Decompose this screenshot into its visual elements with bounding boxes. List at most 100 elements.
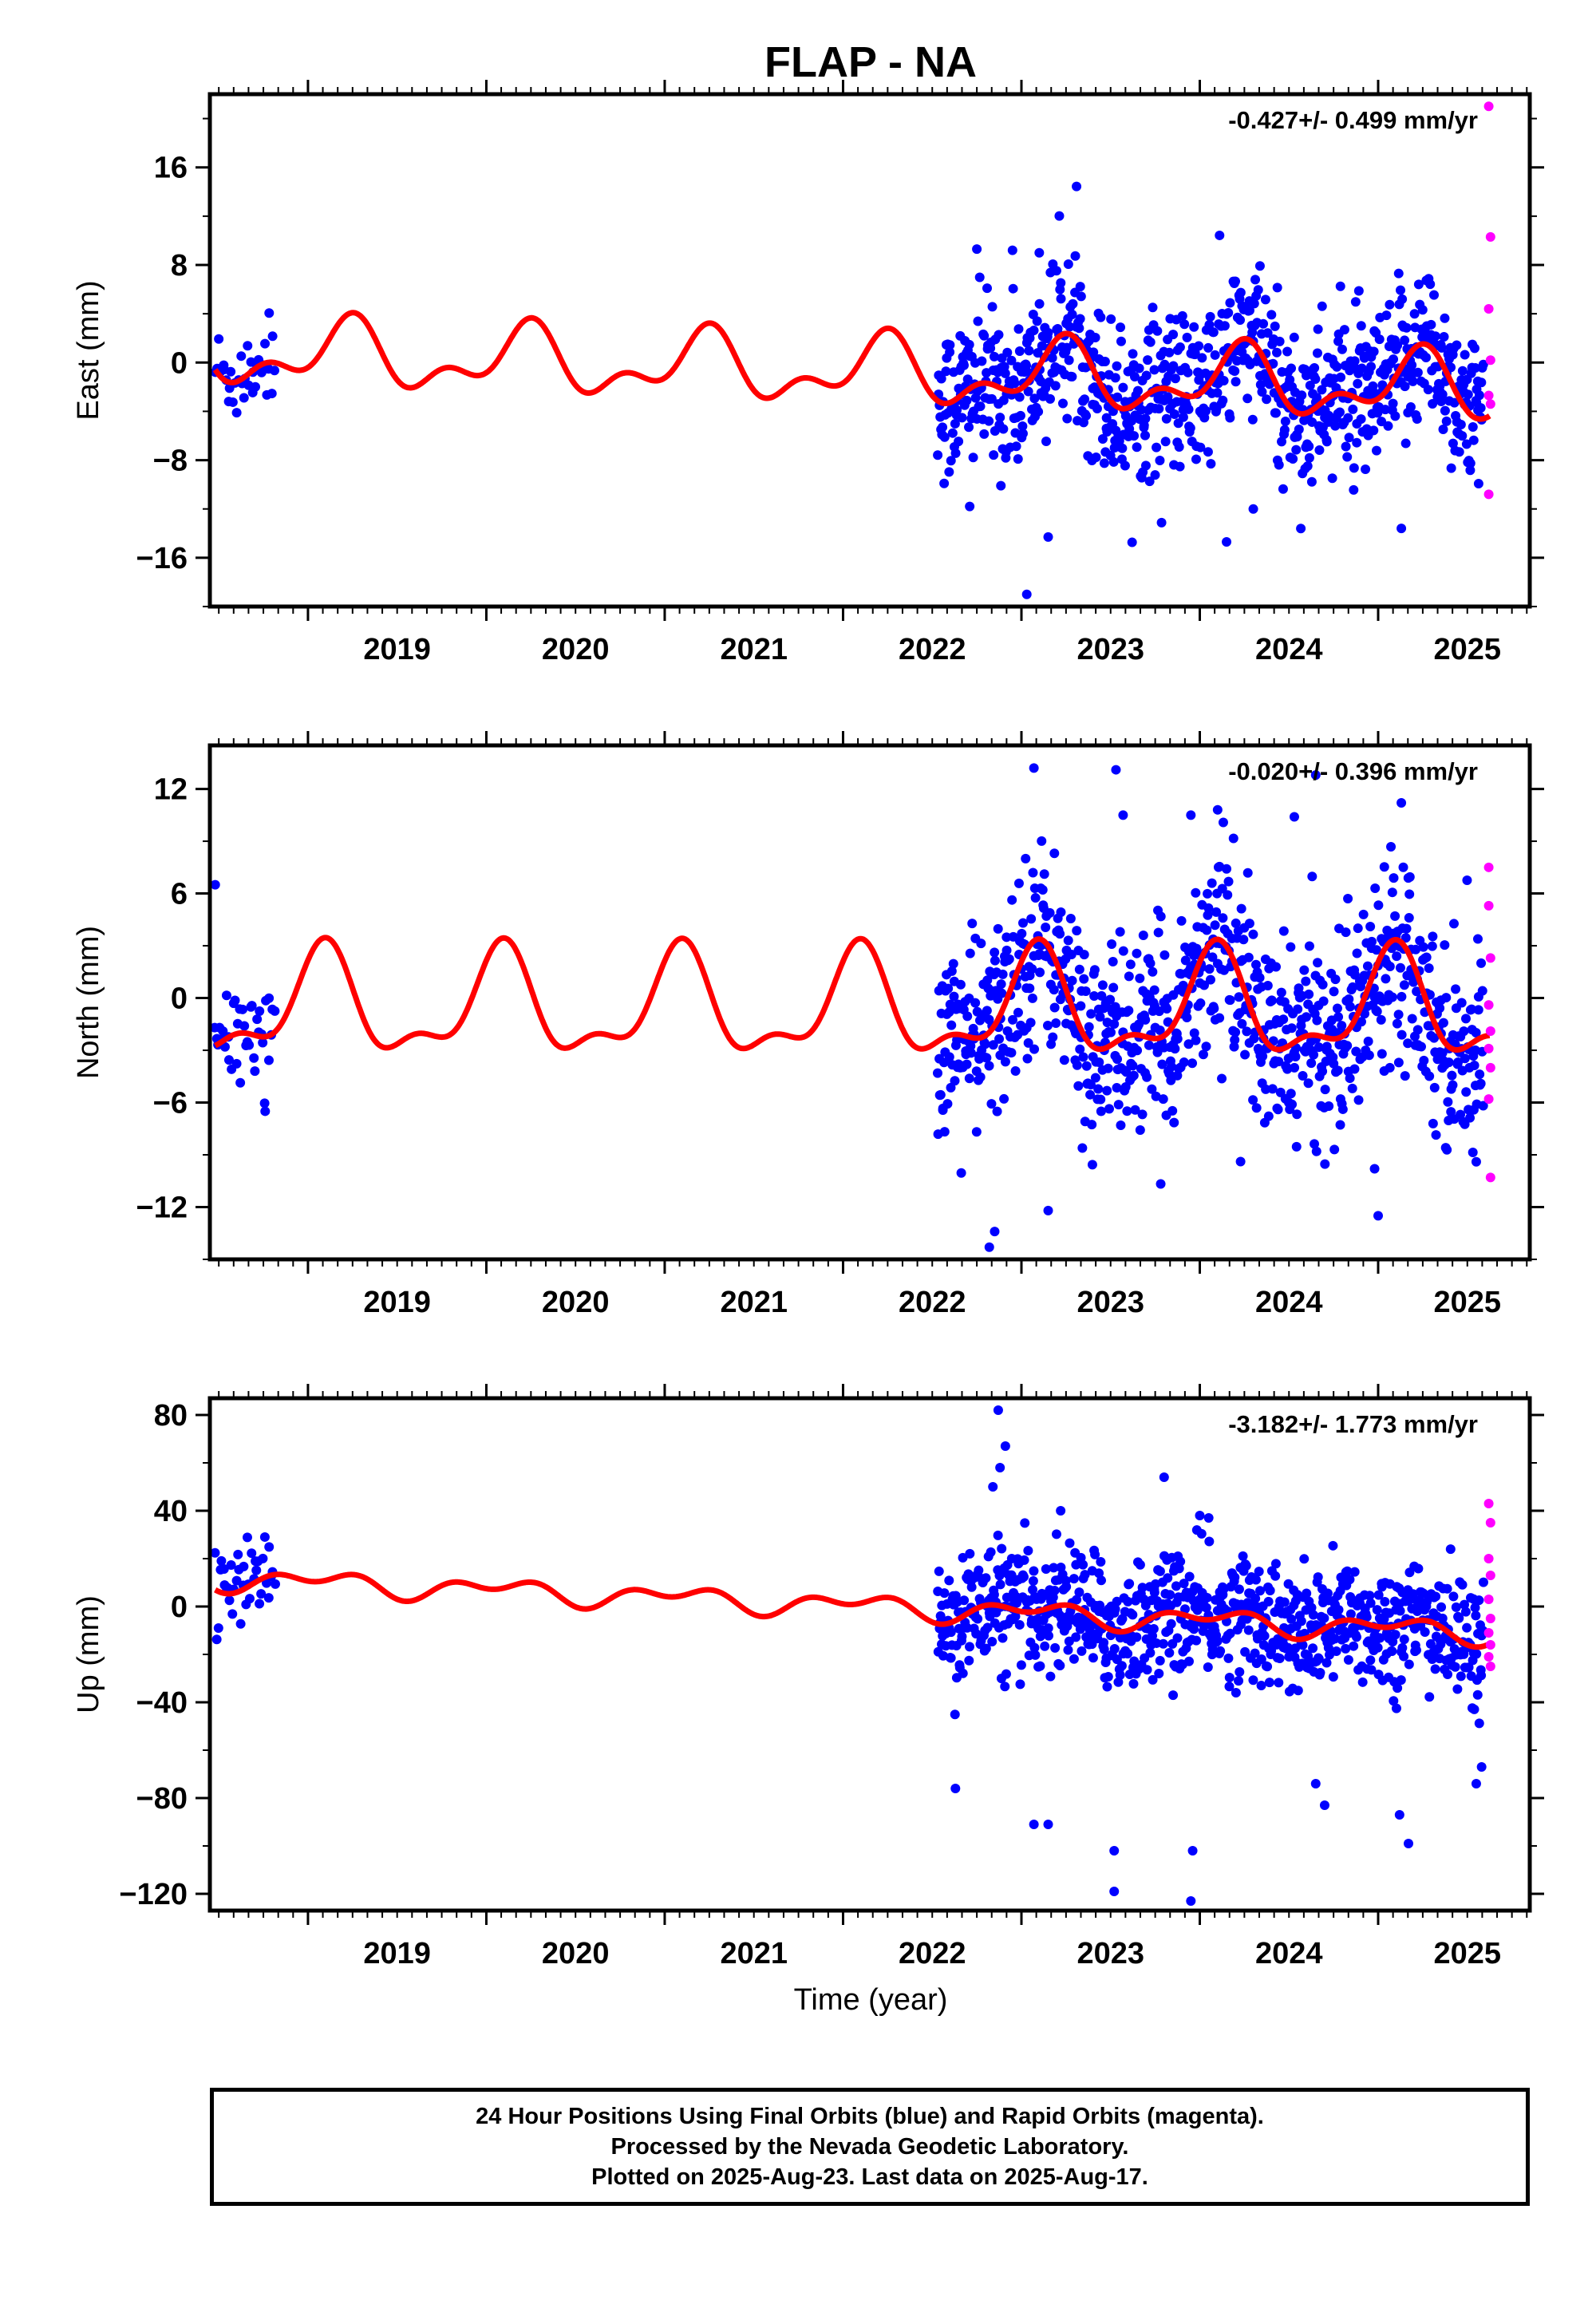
final-point xyxy=(1357,363,1367,373)
final-point xyxy=(1403,1038,1413,1049)
final-point xyxy=(1136,405,1147,415)
final-point xyxy=(1228,833,1238,844)
final-point-outlier xyxy=(990,1227,1000,1237)
final-point xyxy=(1427,941,1437,951)
final-point xyxy=(962,1011,973,1022)
final-point xyxy=(1348,982,1358,992)
final-point-outlier xyxy=(1029,763,1039,773)
final-point xyxy=(1089,965,1100,975)
final-point xyxy=(1112,1596,1122,1607)
final-point xyxy=(1304,441,1314,452)
final-point xyxy=(226,1559,236,1570)
final-point xyxy=(270,1006,280,1016)
final-point xyxy=(1069,1654,1079,1664)
final-point xyxy=(1011,441,1021,452)
final-point xyxy=(1278,484,1288,494)
final-point xyxy=(1259,1630,1270,1641)
final-point xyxy=(1237,1018,1247,1029)
final-point xyxy=(211,1634,222,1645)
final-point xyxy=(1075,314,1085,324)
final-point xyxy=(1267,1084,1278,1094)
final-point xyxy=(1021,361,1032,371)
final-point xyxy=(1041,923,1051,933)
final-point xyxy=(1093,1084,1104,1094)
final-point xyxy=(214,334,224,344)
final-point xyxy=(1076,291,1086,302)
final-point xyxy=(1451,1602,1461,1612)
final-point xyxy=(1123,1649,1133,1659)
final-point xyxy=(1176,915,1187,926)
final-point xyxy=(1370,883,1381,893)
final-point xyxy=(1231,918,1241,928)
final-point xyxy=(1205,974,1215,985)
final-point xyxy=(1390,911,1400,921)
final-point xyxy=(1288,453,1298,464)
final-point xyxy=(964,339,974,350)
final-point xyxy=(1428,931,1438,942)
final-point xyxy=(1027,993,1037,1003)
final-point xyxy=(1167,1105,1178,1116)
final-point-outlier xyxy=(1396,524,1407,534)
rapid-point xyxy=(1483,1595,1494,1604)
final-point xyxy=(1398,862,1408,872)
final-point xyxy=(1393,268,1404,279)
final-point xyxy=(1175,1556,1186,1567)
final-point xyxy=(1476,377,1487,388)
final-point xyxy=(1350,297,1361,307)
final-point xyxy=(1408,1589,1418,1599)
final-point xyxy=(1224,1672,1235,1682)
final-point xyxy=(974,272,985,283)
final-point-outlier xyxy=(1404,1839,1414,1848)
final-point xyxy=(1208,327,1219,338)
final-point xyxy=(1192,1605,1203,1615)
final-point xyxy=(1278,1014,1289,1025)
final-point-outlier xyxy=(1021,589,1032,599)
final-point xyxy=(1286,1023,1297,1034)
final-point xyxy=(1322,1588,1333,1599)
x-tick-label: 2023 xyxy=(1077,1286,1144,1319)
final-point xyxy=(1063,1645,1073,1655)
final-point xyxy=(1391,1703,1401,1713)
final-point xyxy=(1231,377,1241,387)
final-point xyxy=(1105,994,1116,1005)
final-point-outlier xyxy=(1043,1820,1053,1829)
final-point xyxy=(1362,961,1373,971)
final-point xyxy=(1215,1646,1226,1656)
final-point xyxy=(1465,465,1476,476)
final-point xyxy=(1230,366,1240,377)
final-point xyxy=(1137,1109,1148,1120)
final-point xyxy=(1068,298,1078,309)
final-point xyxy=(1256,1681,1266,1691)
final-point xyxy=(1443,1670,1453,1680)
final-point xyxy=(1001,945,1012,955)
final-point xyxy=(1395,1606,1405,1616)
final-point-outlier xyxy=(1159,1472,1169,1482)
final-point xyxy=(1019,1555,1029,1565)
final-point xyxy=(1330,974,1341,985)
final-point xyxy=(231,408,242,418)
final-point xyxy=(1317,979,1328,990)
panel-up: −120 −80 −40 0 40 80 2019 2020 2021 2022 2023 2024 2… xyxy=(72,1384,1544,1970)
final-point xyxy=(1017,429,1028,439)
final-point xyxy=(1199,980,1209,990)
final-point xyxy=(1323,1642,1333,1653)
final-point xyxy=(1242,393,1253,404)
final-point xyxy=(1143,355,1153,366)
final-point xyxy=(1105,1027,1116,1037)
final-point xyxy=(1132,1045,1143,1056)
final-point-outlier xyxy=(1056,1506,1066,1516)
final-point xyxy=(1304,453,1314,463)
final-point xyxy=(1404,913,1414,923)
final-point xyxy=(1327,473,1337,484)
final-point xyxy=(1175,342,1185,352)
final-point xyxy=(1373,900,1384,911)
final-point xyxy=(1298,1071,1308,1081)
final-point xyxy=(1115,1670,1125,1680)
final-point xyxy=(1361,464,1371,475)
final-point xyxy=(1110,373,1120,383)
final-point xyxy=(1124,1579,1135,1589)
final-point xyxy=(1349,1567,1360,1577)
final-point xyxy=(1248,929,1258,939)
final-point xyxy=(1206,459,1216,469)
final-point xyxy=(1116,322,1126,333)
